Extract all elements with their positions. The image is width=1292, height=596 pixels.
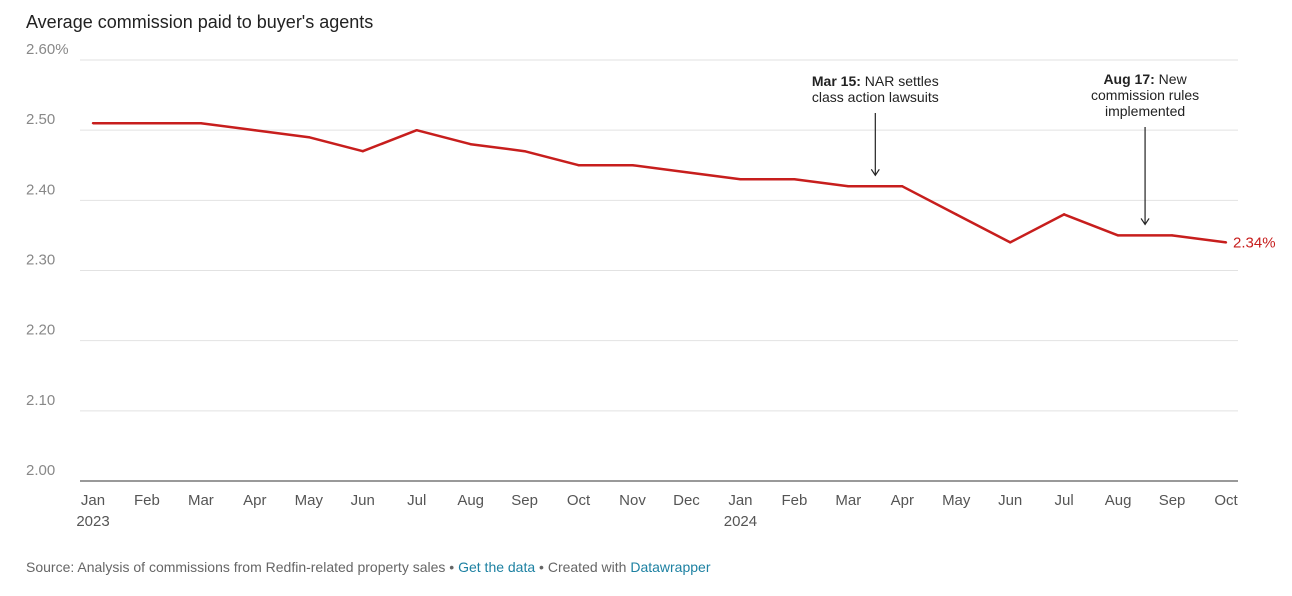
x-tick-label: Sep <box>1159 492 1186 509</box>
data-point <box>793 178 796 181</box>
x-tick-label: Mar <box>835 492 861 509</box>
data-point <box>847 185 850 188</box>
x-tick-label: Jul <box>1055 492 1074 509</box>
annotation-date: Aug 17: <box>1103 71 1158 87</box>
series-line <box>93 121 1227 244</box>
source-text: Source: Analysis of commissions from Red… <box>26 559 446 575</box>
footer-separator: • <box>445 559 459 575</box>
x-year-label: 2023 <box>76 513 109 530</box>
data-point <box>361 150 364 153</box>
get-data-link[interactable]: Get the data <box>458 559 536 575</box>
annotation-arrowhead <box>1140 218 1150 226</box>
x-tick-label: Jun <box>998 492 1022 509</box>
data-point <box>469 143 472 146</box>
x-tick-label: Jun <box>351 492 375 509</box>
annotation-line: NAR settles <box>865 73 939 89</box>
datawrapper-link[interactable]: Datawrapper <box>630 559 711 575</box>
annotation-text: class action lawsuits <box>812 89 939 105</box>
y-tick-label: 2.40 <box>26 181 55 198</box>
y-axis-ticks: 2.00 2.10 2.20 2.30 2.40 2.50 2.60% <box>26 41 69 479</box>
data-point <box>91 121 95 125</box>
x-tick-label: Jan <box>81 492 105 509</box>
x-tick-label: Feb <box>134 492 160 509</box>
x-year-label: 2024 <box>724 513 757 530</box>
data-point <box>1224 241 1228 244</box>
data-point <box>631 164 634 167</box>
data-point <box>145 121 149 125</box>
x-tick-label: May <box>942 492 971 509</box>
footer: Source: Analysis of commissions from Red… <box>26 559 710 575</box>
data-point <box>1062 213 1066 216</box>
annotation-text: Aug 17: New <box>1103 71 1187 87</box>
data-point <box>415 128 418 132</box>
data-point <box>1116 234 1120 237</box>
annotation-arrowhead <box>870 168 880 177</box>
data-point <box>955 213 958 216</box>
x-tick-label: Feb <box>781 492 807 509</box>
x-tick-label: Jan <box>728 492 752 509</box>
x-tick-label: Sep <box>511 492 538 509</box>
data-point <box>523 150 526 153</box>
x-tick-label: Mar <box>188 492 214 509</box>
x-axis-ticks: Jan Feb Mar Apr May Jun Jul Aug Sep Oct Nov Dec Jan F… <box>76 492 1238 530</box>
x-tick-label: Nov <box>619 492 646 509</box>
end-value-label: 2.34% <box>1233 234 1276 251</box>
data-point <box>307 135 311 139</box>
data-point <box>685 171 688 174</box>
footer-separator-2: • Created with <box>535 559 631 575</box>
data-point <box>1008 241 1012 244</box>
y-tick-label: 2.20 <box>26 322 55 339</box>
data-point <box>577 164 580 167</box>
x-tick-label: Dec <box>673 492 700 509</box>
annotation-line: New <box>1159 71 1188 87</box>
data-point <box>739 178 742 181</box>
x-tick-label: Apr <box>891 492 914 509</box>
y-tick-label: 2.30 <box>26 252 55 269</box>
data-point <box>901 185 904 188</box>
x-tick-label: Aug <box>1105 492 1132 509</box>
x-tick-label: Aug <box>457 492 484 509</box>
y-tick-label: 2.50 <box>26 111 55 128</box>
data-point <box>253 128 257 132</box>
x-tick-label: Apr <box>243 492 266 509</box>
data-point <box>199 121 203 125</box>
x-tick-label: Oct <box>1214 492 1238 509</box>
x-tick-label: Oct <box>567 492 591 509</box>
annotation-text: commission rules <box>1091 87 1199 103</box>
annotation-date: Mar 15: <box>812 73 865 89</box>
gridlines <box>80 59 1238 482</box>
chart-title: Average commission paid to buyer's agent… <box>26 12 374 32</box>
annotation-text: implemented <box>1105 103 1185 119</box>
x-tick-label: May <box>295 492 324 509</box>
series-layer: 2.34% <box>91 121 1276 251</box>
y-tick-label: 2.10 <box>26 392 55 409</box>
annotation-text: Mar 15: NAR settles <box>812 73 939 89</box>
x-tick-label: Jul <box>407 492 426 509</box>
y-tick-label: 2.60% <box>26 41 69 58</box>
y-tick-label: 2.00 <box>26 462 55 479</box>
data-point <box>1170 234 1174 237</box>
